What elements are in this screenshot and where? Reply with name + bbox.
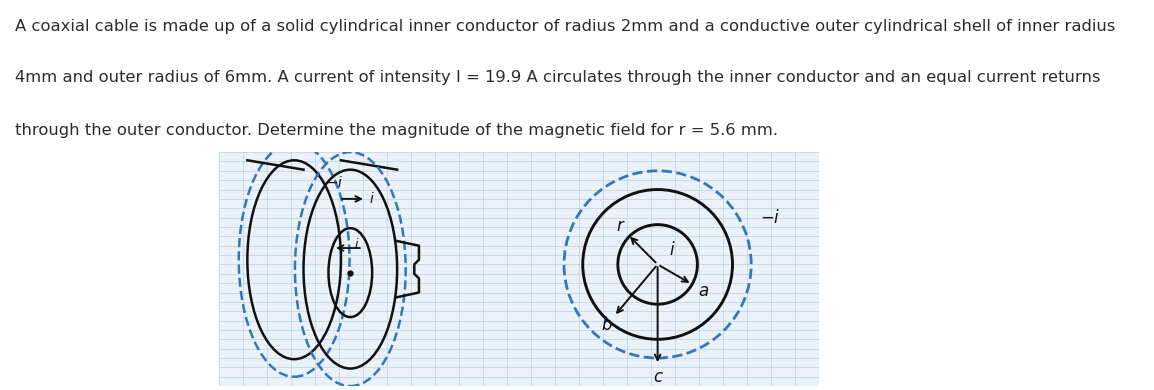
Text: A coaxial cable is made up of a solid cylindrical inner conductor of radius 2mm : A coaxial cable is made up of a solid cy… <box>15 19 1116 34</box>
Text: a: a <box>698 282 709 300</box>
Text: r: r <box>616 217 623 235</box>
Text: i: i <box>669 241 674 259</box>
Text: through the outer conductor. Determine the magnitude of the magnetic field for r: through the outer conductor. Determine t… <box>15 123 778 138</box>
Text: b: b <box>601 316 612 334</box>
Text: $-i$: $-i$ <box>327 175 344 190</box>
Text: i: i <box>355 238 359 251</box>
Text: $-i$: $-i$ <box>759 209 780 227</box>
Text: i: i <box>369 192 373 206</box>
Text: c: c <box>653 368 662 386</box>
Text: 4mm and outer radius of 6mm. A current of intensity I = 19.9 A circulates throug: 4mm and outer radius of 6mm. A current o… <box>15 69 1101 85</box>
